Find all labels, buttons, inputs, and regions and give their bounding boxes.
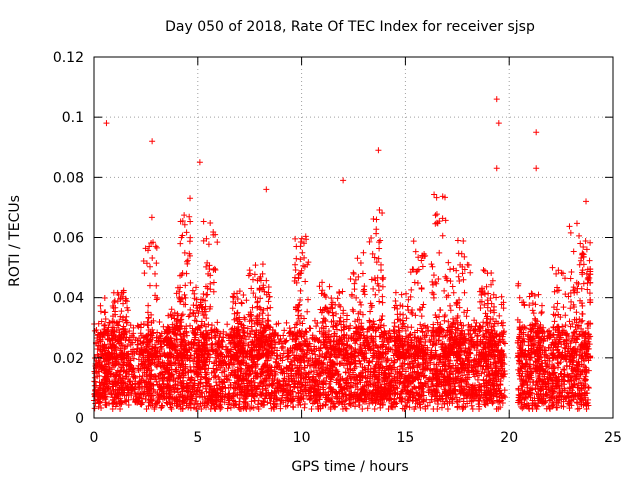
- data-point: [414, 334, 421, 341]
- data-point: [168, 405, 175, 412]
- data-point: [218, 337, 225, 344]
- data-point: [385, 405, 392, 412]
- data-point: [301, 364, 308, 371]
- data-point: [454, 321, 461, 328]
- data-point: [377, 404, 384, 411]
- data-point: [340, 333, 347, 340]
- data-point: [145, 397, 152, 404]
- data-point: [438, 404, 445, 411]
- data-point: [172, 381, 179, 388]
- data-point: [323, 374, 330, 381]
- data-point: [281, 327, 288, 334]
- data-point: [551, 318, 558, 325]
- data-point: [501, 361, 508, 368]
- data-point: [129, 351, 136, 358]
- data-point: [370, 318, 377, 325]
- data-point: [338, 321, 345, 328]
- data-point: [573, 399, 580, 406]
- data-point: [165, 357, 172, 364]
- data-point: [109, 383, 116, 390]
- data-point: [333, 377, 340, 384]
- data-point: [232, 401, 239, 408]
- data-point: [402, 368, 409, 375]
- data-point: [585, 384, 592, 391]
- data-point: [361, 342, 368, 349]
- data-point: [386, 327, 393, 334]
- data-point: [404, 399, 411, 406]
- data-point: [574, 323, 581, 330]
- data-point: [313, 323, 320, 330]
- data-point: [359, 405, 366, 412]
- data-point: [584, 325, 591, 332]
- data-point: [501, 328, 508, 335]
- data-point: [312, 351, 319, 358]
- data-point: [118, 364, 125, 371]
- data-point: [246, 333, 253, 340]
- data-point: [213, 379, 220, 386]
- data-point: [465, 357, 472, 364]
- data-point: [567, 323, 574, 330]
- data-point: [423, 374, 430, 381]
- data-point: [167, 401, 174, 408]
- data-point: [280, 332, 287, 339]
- data-point: [136, 384, 143, 391]
- data-point: [217, 365, 224, 372]
- data-point: [130, 324, 137, 331]
- data-points: [91, 96, 594, 412]
- data-point: [449, 368, 456, 375]
- data-point: [343, 396, 350, 403]
- data-point: [519, 405, 526, 412]
- data-point: [250, 375, 257, 382]
- data-point: [216, 344, 223, 351]
- data-point: [242, 336, 249, 343]
- data-point: [481, 369, 488, 376]
- data-point: [264, 399, 271, 406]
- data-point: [306, 362, 313, 369]
- data-point: [117, 405, 124, 412]
- data-point: [554, 359, 561, 366]
- data-point: [129, 348, 136, 355]
- data-point: [224, 321, 231, 328]
- data-point: [98, 379, 105, 386]
- data-point: [444, 405, 451, 412]
- data-point: [562, 322, 569, 329]
- data-point: [127, 322, 134, 329]
- data-point: [364, 328, 371, 335]
- data-point: [231, 379, 238, 386]
- data-point: [296, 399, 303, 406]
- data-point: [474, 376, 481, 383]
- data-point: [290, 383, 297, 390]
- data-point: [574, 400, 581, 407]
- data-point: [125, 337, 132, 344]
- data-point: [560, 403, 567, 410]
- data-point: [469, 405, 476, 412]
- data-point: [125, 396, 132, 403]
